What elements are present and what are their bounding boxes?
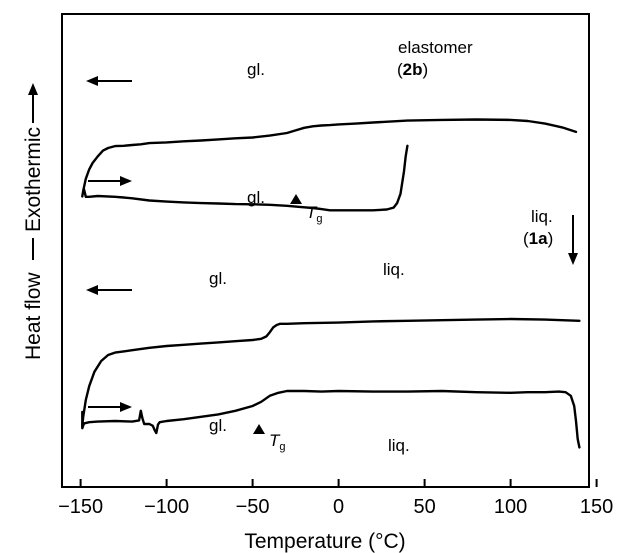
traces	[81, 118, 581, 449]
x-tick-label: 100	[494, 496, 527, 518]
tg-label-bottom: Tg	[269, 431, 286, 453]
tg-marker-bottom	[253, 424, 265, 434]
dsc-trace-1	[82, 144, 409, 212]
ann-label-2b: (2b)	[397, 60, 428, 79]
tg-label-top: Tg	[306, 203, 323, 225]
scan-arrow-heating-top	[88, 176, 132, 186]
exothermic-arrow-head	[28, 83, 38, 95]
x-tick-label: 50	[413, 496, 435, 518]
ann-gl-4: gl.	[209, 416, 227, 435]
ann-label-1a: (1a)	[523, 229, 553, 248]
ann-liq-1: liq.	[531, 207, 553, 226]
ann-gl-3: gl.	[209, 269, 227, 288]
y-axis-title: Heat flow Exothermic	[22, 83, 45, 360]
x-tick-label: 150	[580, 496, 613, 518]
scan-arrow-cooling-bottom	[86, 285, 132, 295]
dsc-trace-2	[81, 118, 578, 198]
ann-gl-2: gl.	[247, 188, 265, 207]
scan-arrow-heating-bottom	[88, 402, 132, 412]
tg-marker-top	[290, 194, 302, 204]
y-axis-title-exothermic: Exothermic	[22, 127, 45, 232]
x-tick-label: −100	[144, 496, 189, 518]
plot-frame	[61, 13, 590, 488]
y-axis-title-heatflow: Heat flow	[22, 272, 45, 360]
scan-arrow-connector-down	[568, 215, 578, 265]
ann-elastomer: elastomer	[398, 38, 473, 57]
x-tick-label: −50	[236, 496, 270, 518]
ann-gl-1: gl.	[247, 60, 265, 79]
x-tick-label: −150	[58, 496, 103, 518]
x-tick-label: 0	[333, 496, 344, 518]
dsc-trace-3	[81, 389, 581, 449]
scan-arrow-cooling-top	[86, 76, 132, 86]
ann-liq-2: liq.	[383, 260, 405, 279]
x-ticks: −150 −100 −50 0 50 100 150	[58, 479, 613, 518]
ann-liq-3: liq.	[388, 436, 410, 455]
x-axis-title: Temperature (°C)	[244, 530, 405, 553]
dsc-trace-4	[81, 317, 581, 427]
